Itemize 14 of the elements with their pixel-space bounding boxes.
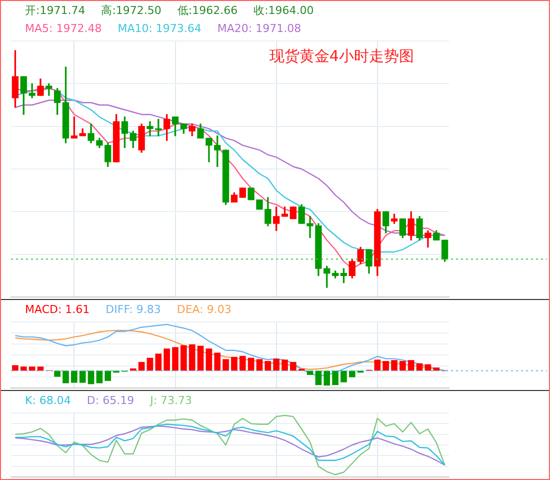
series-label: DIFF: 9.83 bbox=[106, 302, 161, 316]
text: MA10: 1973.64 bbox=[118, 22, 202, 35]
series-label: D: 65.19 bbox=[86, 394, 134, 407]
text: 开:1971.74 bbox=[25, 4, 86, 17]
text: MA20: 1971.08 bbox=[217, 22, 302, 35]
text: DEA: 9.03 bbox=[176, 302, 232, 316]
text: 收:1964.00 bbox=[254, 4, 314, 17]
series-label: J: 73.73 bbox=[149, 394, 192, 407]
text: K: 68.04 bbox=[25, 394, 71, 407]
text: MACD: 1.61 bbox=[25, 302, 90, 316]
text: 低:1962.66 bbox=[177, 4, 238, 17]
text: 高:1972.50 bbox=[101, 4, 162, 17]
chart-title: 现货黄金4小时走势图 bbox=[269, 46, 414, 65]
text: MA5: 1972.48 bbox=[25, 22, 102, 35]
